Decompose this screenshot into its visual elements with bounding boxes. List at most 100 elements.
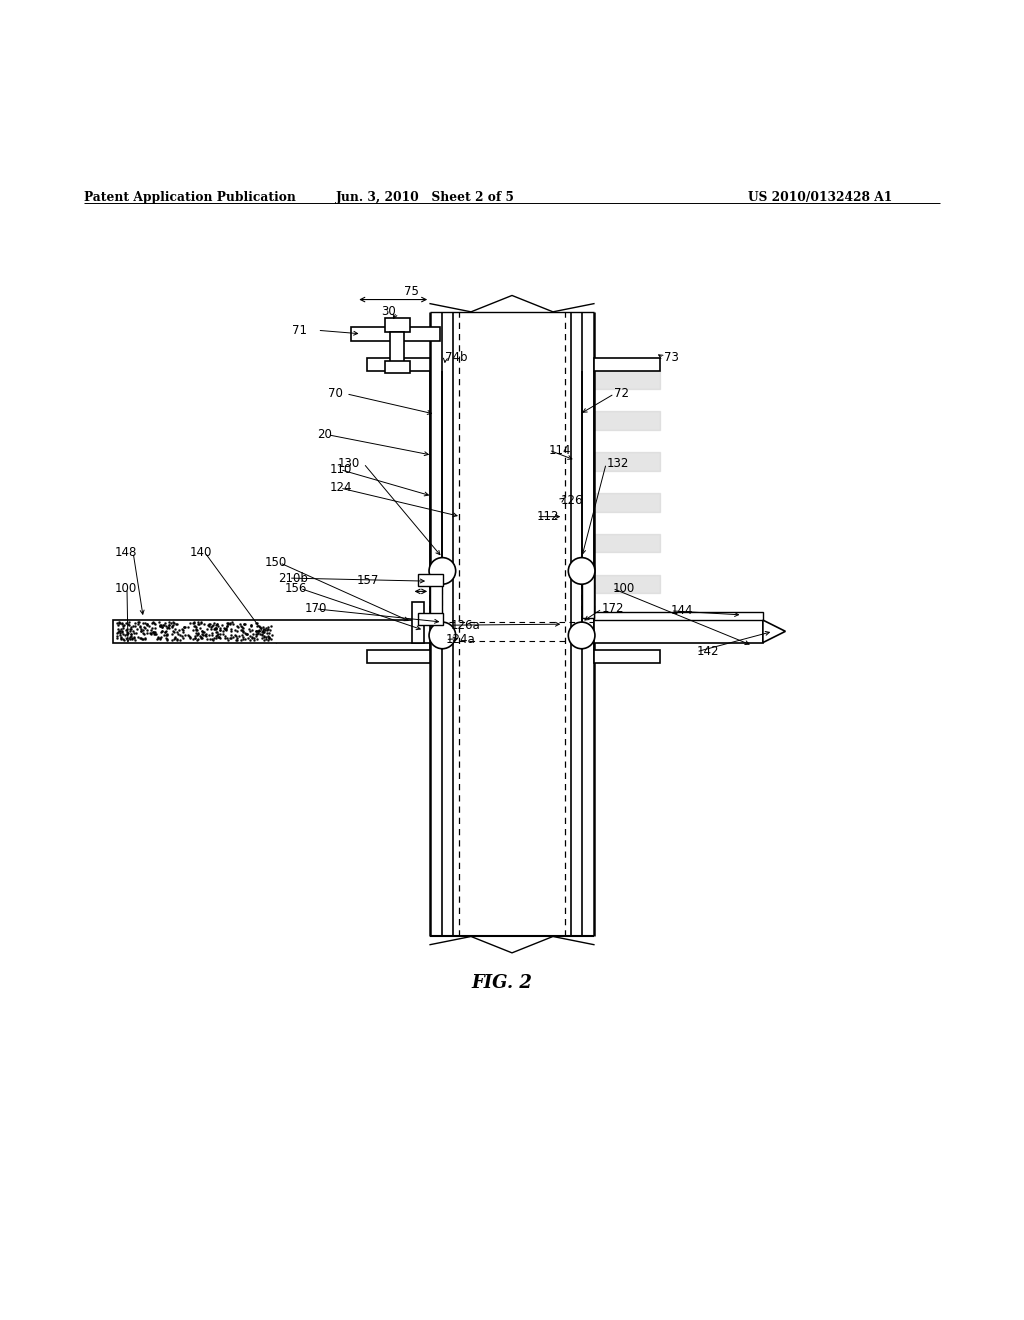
Point bbox=[114, 622, 130, 643]
Point bbox=[109, 626, 125, 647]
Point bbox=[190, 622, 207, 643]
Point bbox=[249, 620, 265, 642]
Bar bbox=[594, 620, 763, 643]
Point bbox=[182, 628, 199, 649]
Point bbox=[233, 619, 250, 640]
Point bbox=[164, 628, 180, 649]
Point bbox=[195, 620, 211, 642]
Point bbox=[226, 624, 243, 645]
Point bbox=[186, 615, 203, 636]
Point bbox=[143, 612, 160, 634]
Point bbox=[126, 630, 142, 651]
Point bbox=[220, 612, 237, 634]
Point bbox=[165, 611, 181, 632]
Bar bbox=[351, 327, 440, 341]
Point bbox=[259, 623, 275, 644]
Point bbox=[263, 624, 280, 645]
Point bbox=[199, 618, 215, 639]
Point bbox=[243, 615, 259, 636]
Point bbox=[152, 627, 168, 648]
Point bbox=[219, 628, 236, 649]
Point bbox=[251, 619, 267, 640]
Point bbox=[259, 630, 275, 651]
Point bbox=[256, 630, 272, 651]
Point bbox=[194, 627, 210, 648]
Point bbox=[261, 619, 278, 640]
Point bbox=[168, 614, 184, 635]
Point bbox=[159, 624, 175, 645]
Bar bbox=[412, 602, 424, 643]
Point bbox=[146, 622, 163, 643]
Point bbox=[217, 619, 233, 640]
Point bbox=[125, 626, 141, 647]
Point bbox=[138, 614, 155, 635]
Point bbox=[169, 630, 185, 651]
Point bbox=[222, 627, 239, 648]
Point bbox=[252, 616, 268, 638]
Point bbox=[208, 627, 224, 648]
Point bbox=[261, 626, 278, 647]
Point bbox=[138, 614, 155, 635]
Point bbox=[257, 619, 273, 640]
Point bbox=[229, 620, 246, 642]
Point bbox=[185, 612, 202, 634]
Point bbox=[249, 612, 265, 634]
Point bbox=[136, 628, 153, 649]
Point bbox=[118, 612, 134, 634]
Point bbox=[255, 620, 271, 642]
Point bbox=[142, 622, 159, 643]
Point bbox=[236, 614, 252, 635]
Point bbox=[196, 622, 212, 643]
Point bbox=[114, 620, 130, 642]
Point bbox=[157, 622, 173, 643]
Point bbox=[208, 622, 224, 643]
Point bbox=[148, 623, 165, 644]
Point bbox=[194, 623, 210, 644]
Point bbox=[261, 627, 278, 648]
Point bbox=[164, 620, 180, 642]
Point bbox=[166, 628, 182, 649]
Point bbox=[175, 622, 191, 643]
Point bbox=[148, 628, 165, 649]
Point bbox=[109, 622, 125, 643]
Point bbox=[185, 611, 202, 632]
Point bbox=[169, 622, 185, 643]
Point bbox=[217, 619, 233, 640]
Point bbox=[211, 627, 227, 648]
Point bbox=[159, 628, 175, 649]
Point bbox=[122, 626, 138, 647]
Point bbox=[246, 628, 262, 649]
Point bbox=[237, 614, 253, 635]
Circle shape bbox=[568, 622, 595, 648]
Text: 114: 114 bbox=[549, 444, 571, 457]
Point bbox=[164, 615, 180, 636]
Text: 140: 140 bbox=[189, 546, 212, 558]
Point bbox=[218, 612, 234, 634]
Point bbox=[194, 612, 210, 634]
Point bbox=[234, 618, 251, 639]
Point bbox=[209, 614, 225, 635]
Text: 74b: 74b bbox=[445, 351, 468, 364]
Point bbox=[225, 627, 242, 648]
Point bbox=[156, 624, 172, 645]
Bar bbox=[582, 565, 594, 618]
Point bbox=[173, 619, 189, 640]
Point bbox=[244, 615, 260, 636]
Point bbox=[220, 614, 237, 635]
Point bbox=[198, 626, 214, 647]
Point bbox=[126, 628, 142, 649]
Point bbox=[154, 622, 170, 643]
Text: 124a: 124a bbox=[445, 634, 475, 645]
Point bbox=[119, 623, 135, 644]
Point bbox=[122, 628, 138, 649]
Point bbox=[120, 622, 136, 643]
Point bbox=[231, 614, 248, 635]
Point bbox=[244, 628, 260, 649]
Text: 210b: 210b bbox=[279, 572, 308, 585]
Point bbox=[239, 623, 255, 644]
Point bbox=[222, 620, 239, 642]
Point bbox=[182, 627, 199, 648]
Point bbox=[172, 630, 188, 651]
Point bbox=[166, 620, 182, 642]
Point bbox=[201, 614, 217, 635]
